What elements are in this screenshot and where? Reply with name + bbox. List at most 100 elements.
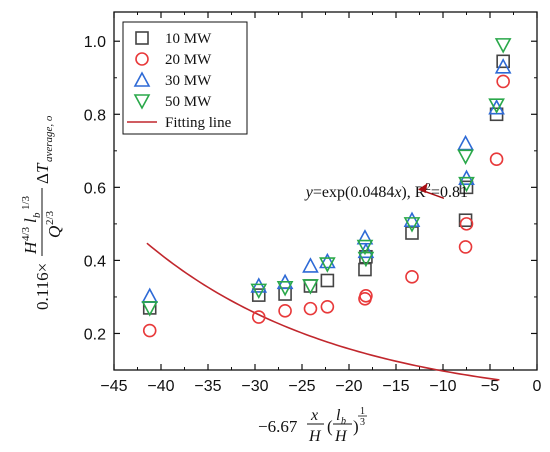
y-tick-label: 0.6 [84,180,106,197]
data-point [302,279,319,295]
data-point [457,134,474,151]
x-tick-label: −40 [147,378,174,395]
legend-box [122,21,248,135]
ylabel-T: T [33,162,52,173]
legend-marker [133,94,151,110]
data-point [457,149,474,165]
x-axis-ticks: −45 −40 −35 −30 −25 −20 −15 −10 −5 0 [100,12,542,395]
ylabel-num-H: H [21,240,40,255]
ylabel-T-sub: average, o [43,115,55,162]
data-point [141,301,159,317]
data-point [320,273,335,288]
data-point [302,257,319,273]
xlabel-close-paren: ) [353,417,359,436]
annot-rest: ), R [401,184,425,201]
data-point [405,270,419,284]
plot-area: −45 −40 −35 −30 −25 −20 −15 −10 −5 0 0.2 0.4 0.6 0.8 1… [84,11,542,395]
data-point [494,38,512,54]
xlabel-x: x [310,407,318,424]
data-point [359,289,373,303]
x-tick-label: −15 [382,378,409,395]
xlabel-lb: l [336,407,341,424]
x-tick-label: −30 [241,378,268,395]
y-tick-label: 0.4 [84,253,106,270]
x-tick-label: −25 [288,378,315,395]
ylabel-den-Q-exp: 2/3 [44,210,56,225]
data-point [320,300,335,314]
data-point [356,239,374,256]
data-point [488,98,505,114]
legend-label: 30 MW [165,73,212,89]
x-tick-label: −5 [481,378,499,395]
ylabel-den-Q: Q [45,226,64,238]
ylabel-num-H-exp: 4/3 [20,226,32,241]
legend-label: 20 MW [165,52,212,68]
data-point [276,281,294,297]
ylabel-coef: 0.116× [33,263,52,310]
legend-marker [133,71,151,87]
annotation-text: y=exp(0.0484x), R2=0.81 [304,181,468,201]
data-point [496,74,510,89]
data-point [141,287,159,304]
y-axis-ticks: 0.2 0.4 0.6 0.8 1.0 [84,34,537,343]
x-tick-label: −20 [335,378,362,395]
annot-mid: =exp(0.0484 [313,184,394,201]
xlabel-H-2: H [334,428,348,445]
ylabel-num-l: l [21,218,40,223]
data-point [278,304,292,318]
xlabel-lb-sub: b [341,416,346,427]
series-20-mw [142,74,510,338]
data-point [303,301,318,316]
fit-annotation: y=exp(0.0484x), R2=0.81 [304,181,468,201]
x-tick-label: 0 [533,378,542,395]
ylabel-delta: Δ [33,173,52,184]
data-point [142,323,157,338]
data-point [251,288,266,302]
series-50-mw [141,38,512,317]
legend-label: 10 MW [165,31,212,47]
data-point [405,226,419,240]
data-point [250,277,268,293]
x-tick-label: −10 [429,378,456,395]
data-point [250,283,268,300]
data-point [319,252,336,269]
legend: 10 MW 20 MW 30 MW 50 MW Fitting line [122,21,248,135]
ylabel-num-l-exp: 1/3 [20,195,32,210]
y-tick-label: 0.8 [84,107,106,124]
data-point [251,310,266,324]
annot-end: =0.81 [431,184,468,201]
data-point [357,251,375,268]
xlabel-exp-den: 3 [360,417,365,428]
data-point [494,58,512,74]
y-tick-label: 1.0 [84,34,106,51]
data-point [459,217,474,231]
xlabel-H: H [308,428,322,445]
data-point [459,180,474,195]
xlabel-coef: −6.67 [258,417,298,436]
data-point [489,152,504,167]
x-tick-label: −35 [194,378,221,395]
annot-x: x [393,184,401,201]
data-point [458,176,475,193]
data-point [357,242,375,259]
legend-marker [135,31,149,45]
ylabel-num-l-sub: b [31,212,43,218]
legend-label: 50 MW [165,94,212,110]
data-point [319,257,336,273]
y-tick-label: 0.2 [84,326,106,343]
xlabel-open-paren: ( [327,417,333,436]
fitting-line [146,242,500,381]
annot-sup: 2 [425,181,431,193]
annotation-arrow-head [418,183,428,194]
x-tick-label: −45 [100,378,127,395]
xlabel-exp-num: 1 [360,406,365,417]
legend-marker [135,52,149,66]
legend-label: Fitting line [165,115,232,131]
data-point [458,240,473,254]
annot-y: y [304,184,314,201]
data-point [496,54,510,69]
